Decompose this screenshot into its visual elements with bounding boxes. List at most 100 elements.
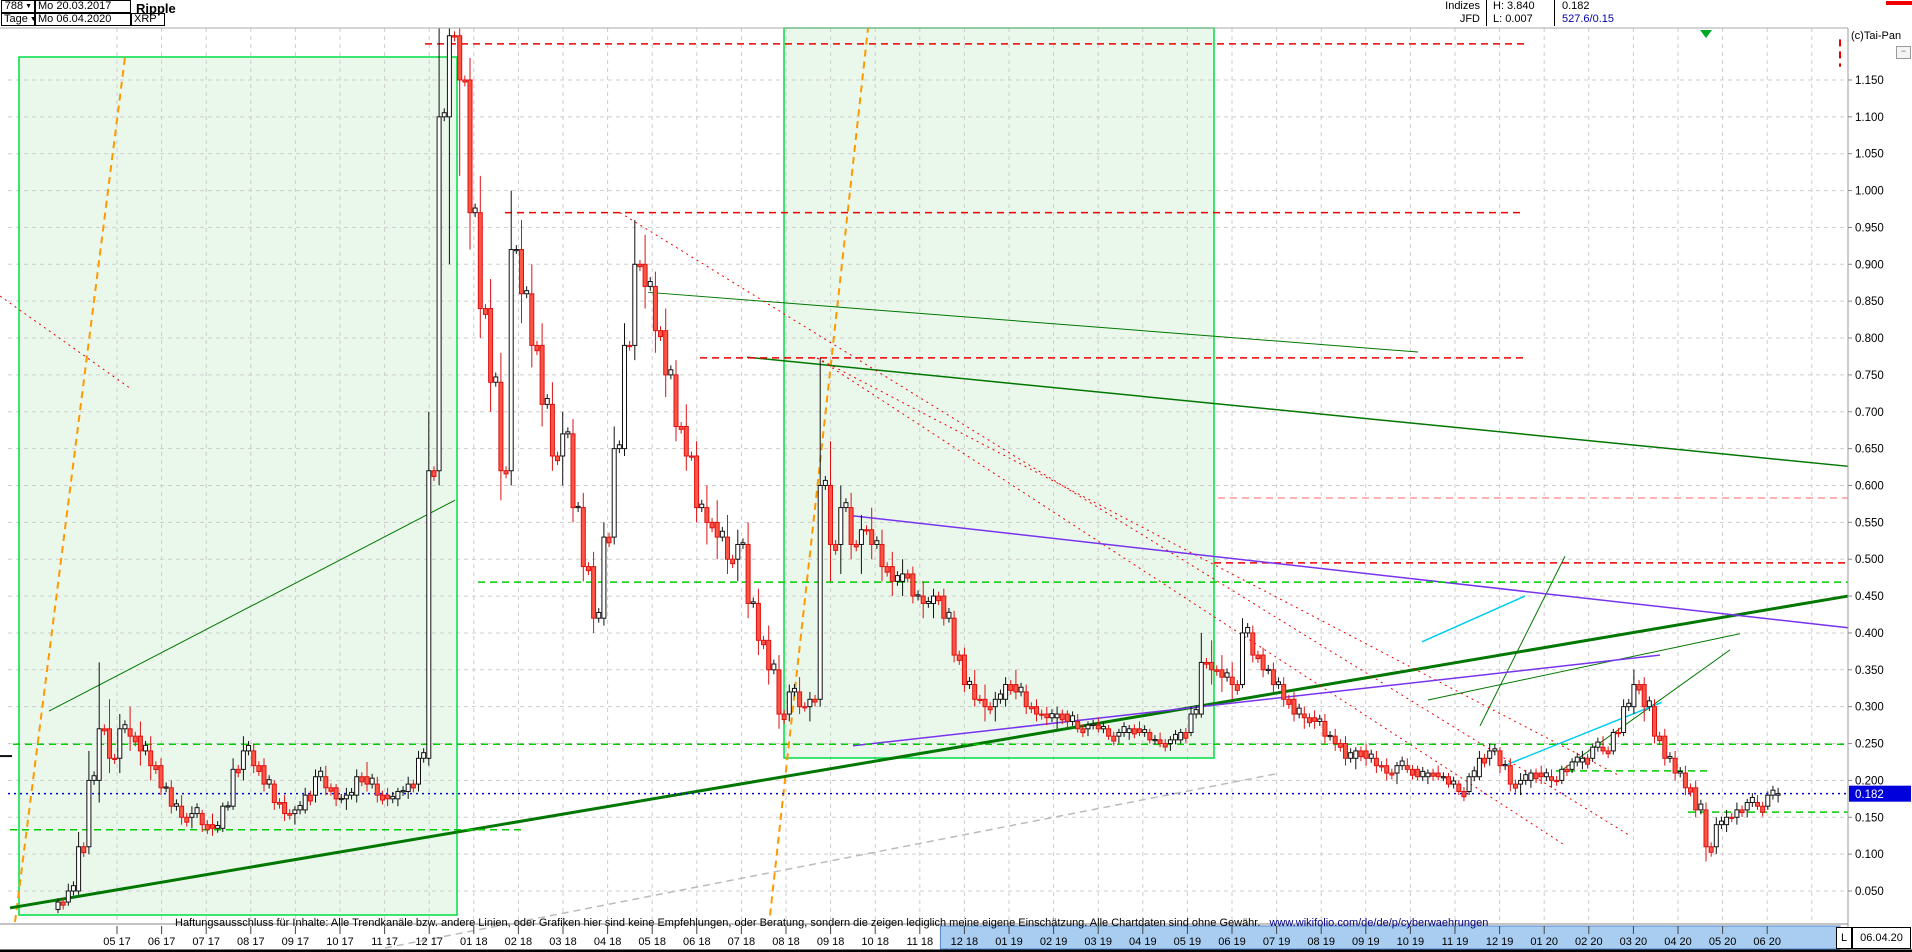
disclaimer-link[interactable]: www.wikifolio.com/de/de/p/cyberwaehrunge… <box>1269 917 1489 929</box>
header-separator <box>1486 0 1487 26</box>
price-axis-label: 0.550 <box>1855 517 1884 529</box>
date-axis-label: 07 19 <box>1263 936 1291 948</box>
period-low: L: 0.007 <box>1491 13 1551 26</box>
date-from-field[interactable]: Mo 20.03.2017 <box>35 0 131 13</box>
green-steep-2020b <box>1561 649 1731 771</box>
date-to-field[interactable]: Mo 06.04.2020 <box>35 13 131 26</box>
window-bottom-edge <box>0 949 1912 952</box>
bars-count-value: 788 <box>4 0 24 12</box>
date-axis-label: 01 18 <box>460 936 488 948</box>
red-fan-3 <box>816 357 1621 777</box>
date-axis-label: 08 19 <box>1307 936 1335 948</box>
loaded-range-highlight <box>939 925 1841 950</box>
date-axis-label: 02 20 <box>1575 936 1603 948</box>
green-resistance-sep2018 <box>746 356 1849 468</box>
date-axis-label: 11 18 <box>906 936 933 948</box>
trend-box-2018-2019 <box>784 28 1214 758</box>
red-fan-1 <box>816 357 1567 847</box>
price-axis-label: 1.000 <box>1855 186 1884 198</box>
date-axis-label: 06 20 <box>1753 936 1781 948</box>
date-axis[interactable]: 05 17 06 17 07 17 08 17 09 17 10 17 11 17 12 17… <box>103 925 1841 950</box>
price-axis-label: 0.100 <box>1855 849 1884 861</box>
price-axis-label: 0.900 <box>1855 259 1884 271</box>
date-axis-label: 05 17 <box>103 936 131 948</box>
date-axis-label: 12 17 <box>415 936 443 948</box>
cyan-trend-a <box>1507 701 1663 765</box>
date-axis-label: 12 18 <box>951 936 979 948</box>
price-axis-label: 0.650 <box>1855 444 1884 456</box>
collapse-pane-button[interactable]: − <box>1896 46 1911 59</box>
date-axis-label: 03 20 <box>1620 936 1648 948</box>
price-axis-label: 0.750 <box>1855 370 1884 382</box>
date-axis-label: 05 20 <box>1709 936 1737 948</box>
price-axis-label: 0.800 <box>1855 333 1884 345</box>
date-to-value: Mo 06.04.2020 <box>38 13 112 25</box>
date-axis-label: 05 19 <box>1174 936 1202 948</box>
date-axis-label: 09 19 <box>1352 936 1380 948</box>
signal-triangle <box>1700 30 1712 38</box>
price-axis-label: 0.950 <box>1855 222 1884 234</box>
date-axis-label: 09 17 <box>282 936 310 948</box>
date-axis-label: 04 20 <box>1664 936 1692 948</box>
header-bar: 788 ▼ Tage ▼ Mo 20.03.2017 Mo 06.04.2020… <box>0 0 1912 27</box>
orange-parabolic-2017 <box>14 56 126 923</box>
price-axis-label: 1.150 <box>1855 75 1884 87</box>
date-axis-label: 11 17 <box>371 936 398 948</box>
last-price-tag-text: 0.182 <box>1855 789 1884 801</box>
green-channel-2020-upper <box>1427 633 1741 701</box>
price-axis-label: 0.700 <box>1855 407 1884 419</box>
price-axis-label: 0.200 <box>1855 775 1884 787</box>
cyan-trend-b <box>1421 595 1526 643</box>
green-trend-2017 <box>48 499 456 712</box>
copyright-label: (c)Tai-Pan <box>1851 30 1902 42</box>
date-axis-label: 02 19 <box>1040 936 1068 948</box>
date-axis-label: 06 18 <box>683 936 711 948</box>
date-axis-label: 07 18 <box>728 936 756 948</box>
violet-trend-upper <box>851 514 1849 629</box>
feed-label: JFD <box>1434 13 1482 26</box>
date-axis-label: 06 17 <box>148 936 176 948</box>
price-axis[interactable]: 1.150 1.100 1.050 1.000 0.950 0.900 0.850 0.800… <box>1848 75 1911 898</box>
price-axis-label: 0.300 <box>1855 702 1884 714</box>
trend-box-2017-border <box>18 56 458 916</box>
date-axis-label: 04 18 <box>594 936 622 948</box>
date-axis-label: 01 19 <box>995 936 1023 948</box>
date-axis-label: 08 18 <box>772 936 800 948</box>
price-axis-label: 0.400 <box>1855 628 1884 640</box>
price-axis-label: 0.500 <box>1855 554 1884 566</box>
bars-count-dropdown[interactable]: 788 ▼ <box>1 0 35 13</box>
thick-green-uptrend <box>9 594 1849 910</box>
date-axis-label: 05 18 <box>638 936 666 948</box>
date-from-value: Mo 20.03.2017 <box>38 0 112 12</box>
date-axis-label: 11 19 <box>1442 936 1469 948</box>
axis-mode-value: L <box>1840 931 1848 944</box>
date-axis-label: 10 17 <box>326 936 354 948</box>
date-axis-label: 02 18 <box>505 936 533 948</box>
price-axis-label: 0.450 <box>1855 591 1884 603</box>
period-dropdown[interactable]: Tage ▼ <box>1 13 37 26</box>
date-axis-label: 08 17 <box>237 936 265 948</box>
header-separator <box>1554 0 1555 26</box>
corner-red-mark <box>1886 1 1912 5</box>
chevron-down-icon: ▼ <box>29 16 37 23</box>
date-axis-label: 07 17 <box>192 936 220 948</box>
price-axis-label: 0.050 <box>1855 886 1884 898</box>
gray-trend <box>384 772 1281 949</box>
price-axis-label: 0.150 <box>1855 812 1884 824</box>
trend-box-2017 <box>19 57 457 915</box>
date-axis-label: 10 19 <box>1397 936 1425 948</box>
date-axis-label: 04 19 <box>1129 936 1157 948</box>
price-axis-label: 1.050 <box>1855 149 1884 161</box>
violet-trend-lower <box>852 654 1661 747</box>
date-axis-label: 10 18 <box>861 936 889 948</box>
red-diag-left <box>0 295 131 389</box>
symbol-value: XRP <box>134 13 157 25</box>
price-axis-label: 0.250 <box>1855 739 1884 751</box>
range-value: 527.6/0.15 <box>1560 13 1650 26</box>
green-steep-2020a <box>1479 556 1566 727</box>
price-axis-label: 0.600 <box>1855 480 1884 492</box>
symbol-cell: XRP <box>131 13 165 26</box>
axis-mode-cell[interactable]: L <box>1836 927 1852 949</box>
disclaimer-body: Haftungsausschluss für Inhalte: Alle Tre… <box>175 917 1261 929</box>
